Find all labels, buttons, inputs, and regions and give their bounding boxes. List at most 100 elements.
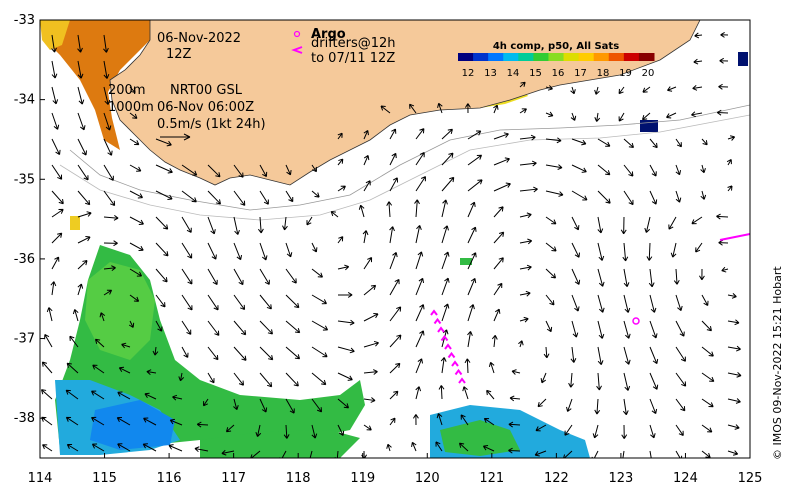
current-arrow — [519, 264, 532, 271]
current-arrow — [545, 320, 553, 333]
current-arrow — [493, 104, 499, 114]
current-arrow — [155, 138, 172, 147]
current-arrow — [727, 398, 741, 404]
current-arrow — [259, 164, 268, 178]
current-arrow — [464, 358, 471, 374]
current-arrow — [103, 86, 111, 105]
current-arrow — [40, 389, 53, 400]
argo-label: Argo — [311, 27, 346, 42]
colorbar-swatch — [548, 53, 565, 61]
current-arrow — [718, 83, 729, 90]
current-arrow — [719, 57, 729, 64]
current-arrow — [483, 417, 495, 426]
current-arrow — [181, 242, 193, 259]
current-arrow — [623, 346, 631, 365]
current-arrow — [259, 268, 270, 285]
current-arrow — [720, 31, 729, 38]
current-arrow — [701, 346, 714, 357]
current-arrow — [257, 216, 264, 234]
current-arrow — [337, 132, 343, 140]
current-arrow — [389, 278, 400, 296]
current-arrow — [409, 103, 417, 114]
current-arrow — [233, 294, 246, 311]
current-arrow — [363, 340, 379, 348]
current-arrow — [493, 308, 501, 322]
current-arrow — [675, 424, 684, 436]
current-arrow — [389, 306, 402, 322]
current-arrow — [72, 309, 79, 322]
current-arrow — [118, 366, 131, 374]
current-arrow — [77, 283, 84, 296]
current-arrow — [117, 391, 131, 400]
current-arrow — [675, 138, 682, 148]
current-arrow — [285, 346, 301, 360]
colorbar-swatch — [473, 53, 489, 61]
current-arrow — [592, 424, 599, 439]
current-arrow — [435, 441, 443, 452]
current-arrow — [675, 346, 686, 362]
sst-patch-w-yellow — [70, 216, 80, 230]
current-arrow — [673, 268, 680, 285]
current-arrow — [623, 190, 634, 206]
current-arrow — [570, 346, 577, 363]
current-arrow — [337, 291, 353, 298]
colorbar-swatch — [503, 53, 519, 61]
contour-200m — [69, 104, 750, 211]
land-australia — [109, 20, 701, 186]
colorbar-tick-label: 15 — [529, 68, 542, 79]
current-arrow — [519, 134, 536, 141]
current-arrow — [570, 86, 576, 95]
x-tick-label: 124 — [673, 471, 698, 486]
current-arrow — [727, 450, 739, 456]
current-arrow — [380, 105, 391, 114]
sst-patch-sw-blue — [90, 400, 175, 450]
current-arrow — [649, 294, 657, 313]
depth2-label: 1000m — [108, 100, 154, 115]
current-arrow — [103, 164, 114, 181]
current-arrow — [255, 424, 262, 437]
current-arrow — [622, 450, 625, 458]
current-arrow — [389, 177, 399, 192]
current-arrow — [69, 335, 79, 348]
current-arrow — [77, 260, 88, 270]
current-arrow — [389, 252, 398, 270]
current-arrow — [701, 450, 711, 458]
current-arrow — [642, 86, 651, 93]
current-arrow — [94, 338, 105, 348]
current-arrow — [337, 372, 353, 381]
current-arrow — [415, 251, 424, 270]
current-arrow — [701, 398, 714, 408]
drifter-position — [440, 334, 449, 342]
current-arrow — [233, 346, 247, 361]
sst-patch-mid-green — [460, 258, 472, 265]
current-arrow — [543, 346, 550, 359]
current-arrow — [623, 372, 631, 391]
current-arrow — [415, 225, 422, 244]
sst-patch-east-blue2 — [738, 52, 748, 66]
current-arrow — [649, 320, 658, 339]
current-arrow — [128, 320, 135, 328]
current-arrow — [701, 372, 715, 382]
current-arrow — [545, 85, 553, 91]
current-arrow — [716, 213, 729, 220]
current-arrow — [143, 417, 157, 426]
sst-patch-south-green — [200, 430, 360, 458]
colorbar: 4h comp, p50, All Sats 12 13 14 15 16 17 18 19 2… — [458, 41, 655, 79]
current-arrow — [415, 304, 425, 322]
current-arrow — [597, 242, 605, 261]
current-arrow — [129, 164, 142, 172]
current-arrow — [519, 290, 531, 297]
current-arrow — [493, 206, 504, 218]
current-arrow — [65, 389, 79, 400]
current-arrow — [389, 417, 396, 426]
current-arrow — [311, 372, 327, 386]
current-arrow — [571, 164, 587, 173]
contour-1000m — [59, 114, 750, 221]
current-arrow — [285, 268, 297, 284]
current-arrow — [129, 138, 140, 146]
current-arrow — [467, 201, 476, 218]
current-arrow — [181, 190, 197, 203]
current-arrow — [641, 112, 651, 121]
current-arrow — [644, 216, 651, 233]
current-arrow — [207, 268, 218, 285]
